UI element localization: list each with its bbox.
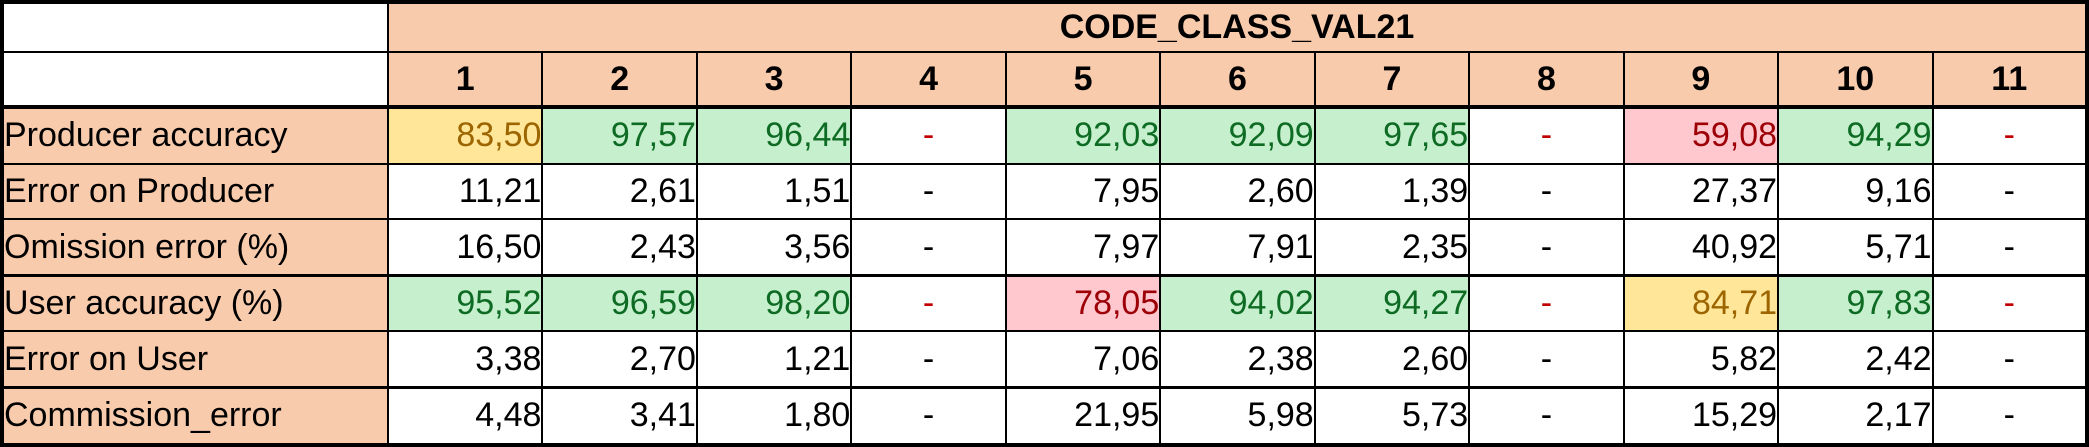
table-cell: 83,50 [386, 106, 544, 165]
table-cell: 2,61 [541, 162, 698, 221]
table-cell: 1,51 [695, 162, 853, 221]
table-cell: 5,71 [1777, 218, 1934, 277]
table-cell: 94,29 [1777, 106, 1934, 165]
table-cell: 5,82 [1622, 330, 1780, 389]
table-row-user-accuracy: User accuracy (%) 95,52 96,59 98,20 - 78… [1, 274, 2089, 333]
table-cell: 2,43 [541, 218, 698, 277]
table-cell: 3,41 [541, 386, 698, 446]
column-header-10: 10 [1777, 51, 1934, 109]
row-label-omission-error: Omission error (%) [1, 218, 389, 277]
table-cell: - [850, 218, 1007, 277]
table-cell: 5,98 [1159, 386, 1316, 446]
table-cell: 78,05 [1004, 274, 1162, 333]
table-cell: - [1468, 330, 1625, 389]
column-header-8: 8 [1468, 51, 1625, 109]
table-cell: 1,80 [695, 386, 853, 446]
table-cell: 96,59 [541, 274, 698, 333]
table-cell: 40,92 [1622, 218, 1780, 277]
row-label-error-on-producer: Error on Producer [1, 162, 389, 221]
column-header-4: 4 [850, 51, 1007, 109]
table-cell: 3,38 [386, 330, 544, 389]
table-cell: 98,20 [695, 274, 853, 333]
column-header-9: 9 [1622, 51, 1780, 109]
table-cell: - [850, 162, 1007, 221]
row-label-user-accuracy: User accuracy (%) [1, 274, 389, 333]
table-title: CODE_CLASS_VAL21 [387, 1, 2088, 53]
row-label-error-on-user: Error on User [1, 330, 389, 389]
table-row-omission-error: Omission error (%) 16,50 2,43 3,56 - 7,9… [1, 218, 2089, 277]
table-cell: 2,38 [1159, 330, 1316, 389]
table-cell: 2,70 [541, 330, 698, 389]
column-header-7: 7 [1313, 51, 1471, 109]
table-cell: 2,60 [1159, 162, 1316, 221]
column-header-11: 11 [1931, 51, 2089, 109]
table-cell: 97,57 [541, 106, 698, 165]
corner-cell-bottom [1, 51, 389, 109]
table-cell: 27,37 [1622, 162, 1780, 221]
table-cell: 2,60 [1313, 330, 1471, 389]
column-header-row: 1 2 3 4 5 6 7 8 9 10 11 [1, 51, 2089, 109]
row-label-commission-error: Commission_error [1, 386, 389, 446]
table-cell: - [1468, 218, 1625, 277]
table-cell: - [1468, 162, 1625, 221]
table-cell: 95,52 [386, 274, 544, 333]
table-cell: - [1931, 274, 2089, 333]
table-row-error-on-user: Error on User 3,38 2,70 1,21 - 7,06 2,38… [1, 330, 2089, 389]
table-cell: 7,95 [1004, 162, 1162, 221]
table-cell: 3,56 [695, 218, 853, 277]
table-cell: 1,21 [695, 330, 853, 389]
table-cell: - [1931, 106, 2089, 165]
column-header-3: 3 [695, 51, 853, 109]
table-cell: 7,91 [1159, 218, 1316, 277]
table-cell: - [850, 386, 1007, 446]
table-cell: 2,42 [1777, 330, 1934, 389]
table-cell: - [1468, 274, 1625, 333]
table-row-error-on-producer: Error on Producer 11,21 2,61 1,51 - 7,95… [1, 162, 2089, 221]
table-cell: - [1931, 330, 2089, 389]
table-row-commission-error: Commission_error 4,48 3,41 1,80 - 21,95 … [1, 386, 2089, 446]
table-cell: - [1468, 106, 1625, 165]
table-cell: 97,83 [1777, 274, 1934, 333]
column-header-1: 1 [386, 51, 544, 109]
table-cell: 97,65 [1313, 106, 1471, 165]
row-label-producer-accuracy: Producer accuracy [1, 106, 389, 165]
column-header-2: 2 [541, 51, 698, 109]
table-cell: 5,73 [1313, 386, 1471, 446]
table-cell: 9,16 [1777, 162, 1934, 221]
table-row-producer-accuracy: Producer accuracy 83,50 97,57 96,44 - 92… [1, 106, 2089, 165]
table-cell: 59,08 [1622, 106, 1780, 165]
table-cell: 21,95 [1004, 386, 1162, 446]
table-cell: - [1931, 386, 2089, 446]
table-cell: 94,27 [1313, 274, 1471, 333]
table-cell: - [1468, 386, 1625, 446]
table-cell: 94,02 [1159, 274, 1316, 333]
table-cell: 92,09 [1159, 106, 1316, 165]
table-cell: 1,39 [1313, 162, 1471, 221]
table-cell: 96,44 [695, 106, 853, 165]
table-cell: 7,06 [1004, 330, 1162, 389]
table-cell: 15,29 [1622, 386, 1780, 446]
table-cell: 92,03 [1004, 106, 1162, 165]
table-title-row: CODE_CLASS_VAL21 [1, 1, 2088, 53]
table-cell: 11,21 [386, 162, 544, 221]
table-cell: - [850, 106, 1007, 165]
table-cell: 2,17 [1777, 386, 1934, 446]
column-header-5: 5 [1004, 51, 1162, 109]
column-header-6: 6 [1159, 51, 1316, 109]
corner-cell-top [1, 1, 389, 53]
table-cell: 84,71 [1622, 274, 1780, 333]
table-cell: 4,48 [386, 386, 544, 446]
table-cell: - [850, 330, 1007, 389]
table-cell: 16,50 [386, 218, 544, 277]
table-cell: - [850, 274, 1007, 333]
table-cell: - [1931, 162, 2089, 221]
table-cell: 2,35 [1313, 218, 1471, 277]
table-cell: - [1931, 218, 2089, 277]
table-cell: 7,97 [1004, 218, 1162, 277]
